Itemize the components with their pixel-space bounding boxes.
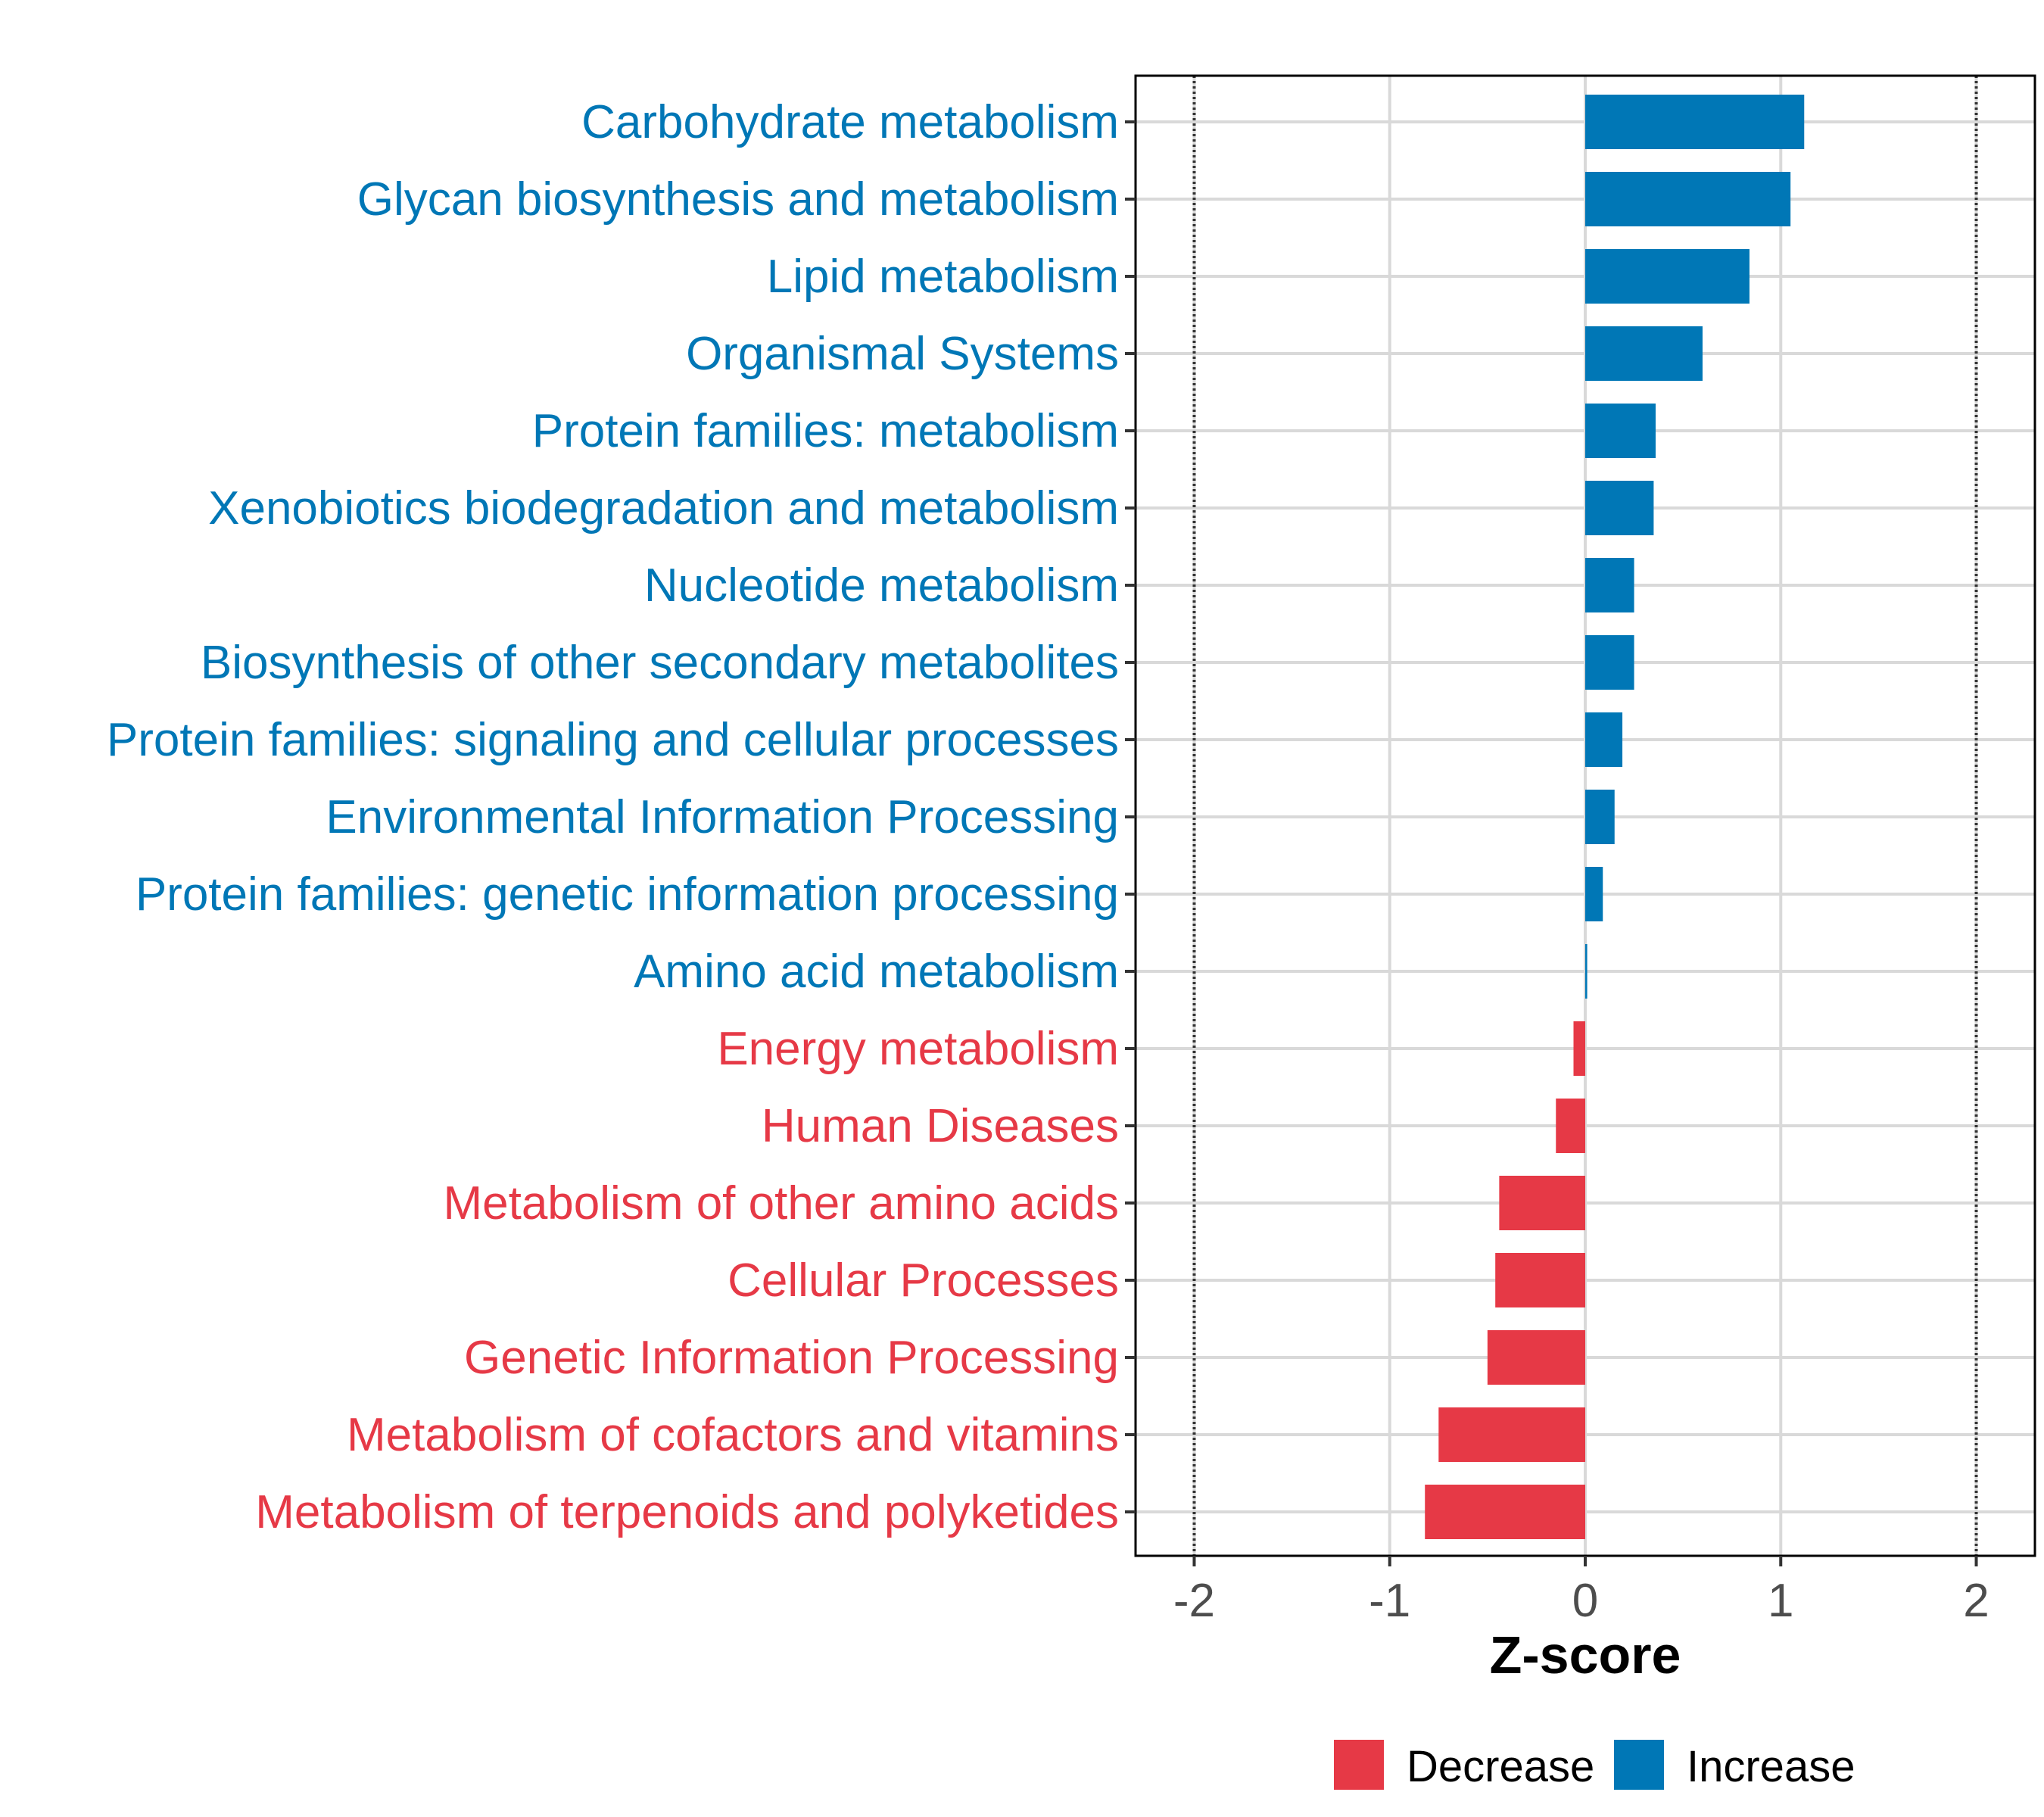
category-label: Organismal Systems	[686, 328, 1119, 380]
bar	[1585, 635, 1634, 690]
category-label: Metabolism of cofactors and vitamins	[347, 1409, 1119, 1461]
y-axis-ticks	[1125, 120, 1136, 1513]
category-label: Cellular Processes	[728, 1254, 1119, 1307]
x-axis-labels: -2 -1 0 1 2	[1173, 1575, 1989, 1627]
bar	[1585, 172, 1791, 226]
category-label: Human Diseases	[762, 1100, 1119, 1152]
bar	[1487, 1330, 1585, 1385]
category-label: Lipid metabolism	[767, 251, 1119, 303]
bar	[1495, 1253, 1585, 1307]
x-tick-label: -2	[1173, 1575, 1215, 1627]
category-label: Environmental Information Processing	[326, 791, 1119, 843]
bar	[1585, 249, 1750, 304]
category-label: Xenobiotics biodegradation and metabolis…	[208, 482, 1119, 535]
x-tick-label: -1	[1369, 1575, 1410, 1627]
category-label: Protein families: genetic information pr…	[136, 868, 1119, 921]
bar	[1573, 1021, 1585, 1076]
x-tick-label: 1	[1768, 1575, 1793, 1627]
legend-key-increase	[1614, 1740, 1664, 1790]
bar	[1585, 867, 1603, 921]
category-label: Genetic Information Processing	[464, 1332, 1119, 1384]
x-tick-label: 2	[1963, 1575, 1989, 1627]
bar	[1585, 790, 1615, 844]
y-axis-labels: Carbohydrate metabolism Glycan biosynthes…	[107, 96, 1119, 1538]
category-label: Glycan biosynthesis and metabolism	[357, 173, 1119, 226]
category-label: Nucleotide metabolism	[644, 559, 1119, 612]
category-label: Protein families: signaling and cellular…	[107, 714, 1119, 766]
category-label: Amino acid metabolism	[634, 946, 1119, 998]
legend: Decrease Increase	[1334, 1740, 1855, 1791]
bar	[1438, 1407, 1585, 1462]
category-label: Protein families: metabolism	[532, 405, 1119, 457]
bar	[1585, 558, 1634, 612]
bar	[1585, 712, 1623, 767]
bar	[1585, 95, 1805, 149]
legend-key-decrease	[1334, 1740, 1384, 1790]
category-label: Metabolism of other amino acids	[443, 1177, 1119, 1230]
legend-label-increase: Increase	[1687, 1742, 1855, 1791]
bar	[1585, 944, 1588, 999]
category-label: Biosynthesis of other secondary metaboli…	[201, 637, 1119, 689]
bar	[1425, 1485, 1585, 1539]
x-axis-title: Z-score	[1490, 1625, 1681, 1685]
bar	[1556, 1099, 1585, 1153]
bar	[1585, 404, 1656, 458]
category-label: Metabolism of terpenoids and polyketides	[255, 1486, 1119, 1538]
category-label: Energy metabolism	[717, 1023, 1119, 1075]
category-label: Carbohydrate metabolism	[581, 96, 1119, 148]
bar	[1585, 481, 1654, 535]
legend-label-decrease: Decrease	[1407, 1742, 1594, 1791]
bar	[1585, 326, 1703, 381]
x-axis-ticks	[1192, 1556, 1978, 1566]
bar	[1499, 1176, 1585, 1230]
x-tick-label: 0	[1572, 1575, 1598, 1627]
bars	[1425, 95, 1805, 1539]
